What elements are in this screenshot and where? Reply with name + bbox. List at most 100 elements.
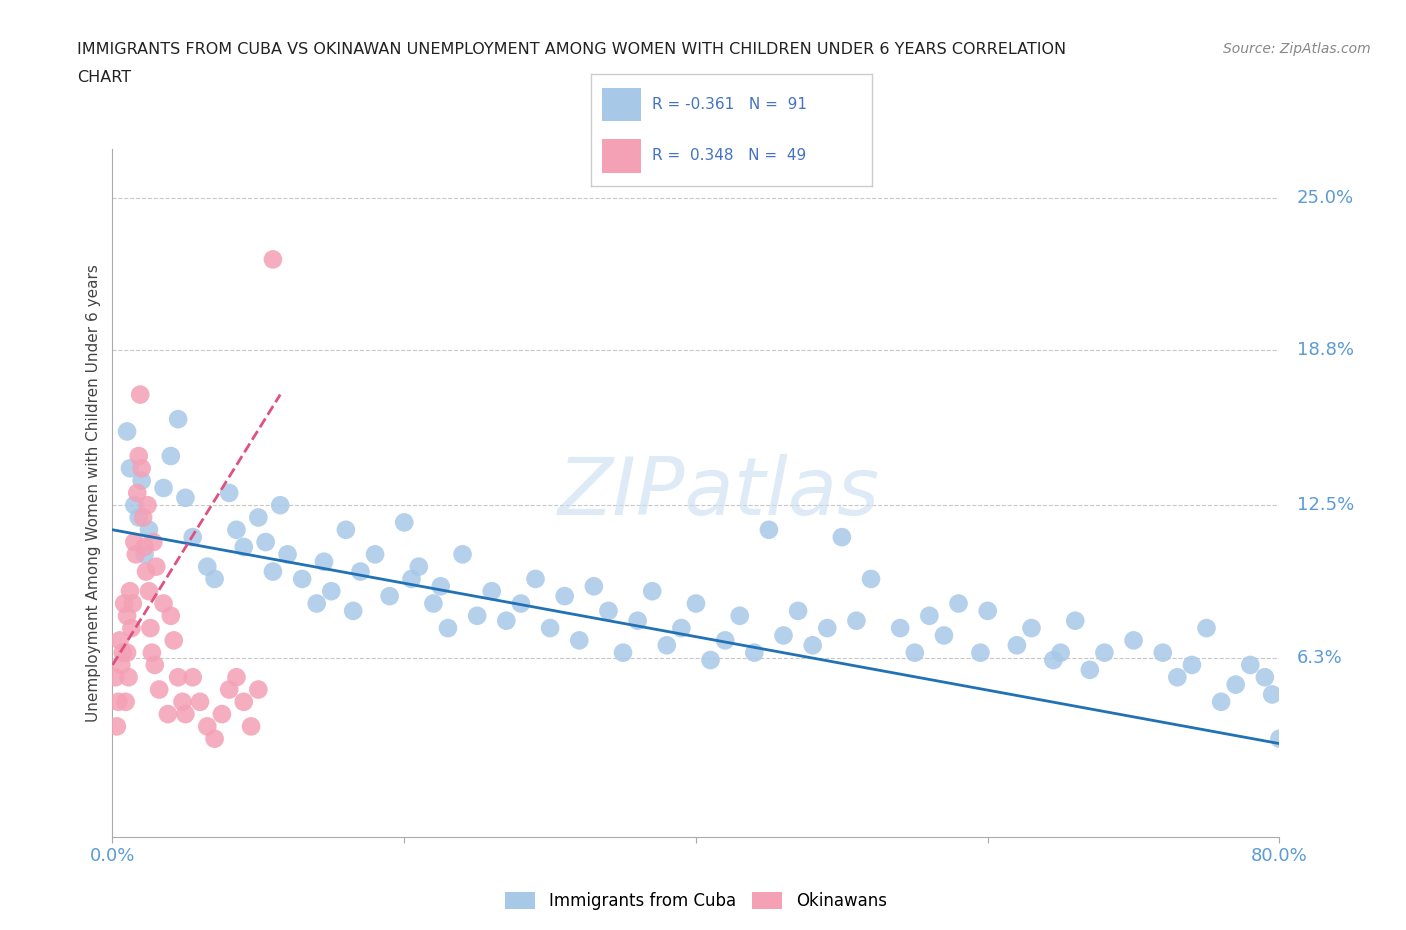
Point — [117, 670, 139, 684]
Point — [128, 510, 150, 525]
Point — [225, 670, 247, 684]
Point — [125, 547, 148, 562]
Point — [728, 608, 751, 623]
Point — [107, 695, 129, 710]
Point — [714, 633, 737, 648]
Point — [1268, 731, 1291, 746]
Point — [1049, 645, 1071, 660]
Point — [845, 613, 868, 628]
Point — [815, 620, 838, 635]
Point — [269, 498, 291, 512]
Point — [181, 530, 204, 545]
Point — [115, 645, 138, 660]
Point — [152, 596, 174, 611]
Point — [128, 448, 150, 463]
Point — [1166, 670, 1188, 684]
Point — [524, 571, 547, 587]
Point — [254, 535, 277, 550]
Point — [104, 670, 127, 684]
Point — [262, 565, 284, 579]
Point — [312, 554, 335, 569]
Point — [364, 547, 387, 562]
Point — [148, 682, 170, 697]
Point — [699, 653, 721, 668]
Point — [392, 515, 416, 530]
Point — [1195, 620, 1218, 635]
Point — [582, 578, 605, 593]
Point — [918, 608, 941, 623]
Point — [115, 608, 138, 623]
Point — [932, 628, 955, 643]
Point — [509, 596, 531, 611]
Point — [142, 535, 165, 550]
Point — [174, 490, 197, 505]
Point — [174, 707, 197, 722]
Point — [451, 547, 474, 562]
Point — [240, 719, 263, 734]
Point — [204, 571, 226, 587]
Point — [1261, 687, 1284, 702]
Point — [889, 620, 911, 635]
Point — [408, 559, 430, 574]
Point — [111, 645, 134, 660]
Point — [598, 604, 620, 618]
Point — [152, 481, 174, 496]
Point — [429, 578, 451, 593]
Point — [685, 596, 707, 611]
Point — [568, 633, 591, 648]
Text: Source: ZipAtlas.com: Source: ZipAtlas.com — [1223, 42, 1371, 56]
Point — [143, 658, 166, 672]
Point — [195, 559, 218, 574]
Point — [1181, 658, 1204, 672]
Point — [1122, 633, 1144, 648]
Point — [135, 565, 157, 579]
Point — [108, 633, 131, 648]
Point — [481, 584, 503, 599]
Text: 6.3%: 6.3% — [1296, 648, 1343, 667]
Y-axis label: Unemployment Among Women with Children Under 6 years: Unemployment Among Women with Children U… — [86, 264, 101, 722]
Point — [1005, 638, 1028, 653]
Point — [305, 596, 328, 611]
Point — [163, 633, 186, 648]
Point — [124, 535, 146, 550]
Point — [181, 670, 204, 684]
Point — [131, 461, 153, 476]
Point — [626, 613, 648, 628]
Point — [1078, 662, 1101, 677]
Point — [1064, 613, 1087, 628]
Point — [378, 589, 401, 604]
Legend: Immigrants from Cuba, Okinawans: Immigrants from Cuba, Okinawans — [496, 884, 896, 918]
Point — [641, 584, 664, 599]
Text: 18.8%: 18.8% — [1296, 341, 1354, 359]
Point — [110, 658, 132, 672]
Point — [1092, 645, 1115, 660]
Point — [131, 473, 153, 488]
Point — [772, 628, 794, 643]
Point — [211, 707, 233, 722]
Point — [859, 571, 883, 587]
Point — [247, 510, 270, 525]
Point — [554, 589, 576, 604]
Point — [138, 523, 160, 538]
Point — [1042, 653, 1064, 668]
Point — [218, 485, 240, 500]
Point — [948, 596, 970, 611]
Point — [276, 547, 298, 562]
Point — [138, 584, 160, 599]
Point — [1209, 695, 1232, 710]
Point — [134, 539, 156, 554]
Point — [1021, 620, 1043, 635]
Point — [612, 645, 634, 660]
Point — [139, 620, 162, 635]
Point — [120, 620, 142, 635]
Point — [114, 695, 136, 710]
Point — [291, 571, 314, 587]
Point — [122, 596, 145, 611]
Point — [195, 719, 218, 734]
Point — [465, 608, 488, 623]
Point — [232, 695, 254, 710]
Point — [801, 638, 824, 653]
Point — [167, 670, 190, 684]
Text: R = -0.361   N =  91: R = -0.361 N = 91 — [652, 97, 807, 112]
Point — [167, 412, 190, 427]
